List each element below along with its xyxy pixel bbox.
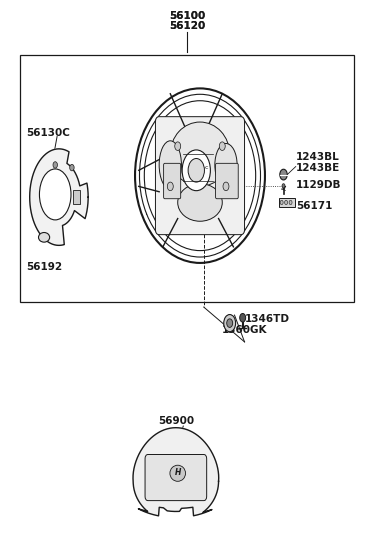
Circle shape [182, 150, 211, 191]
Text: 56171: 56171 [296, 201, 332, 211]
Circle shape [188, 158, 205, 182]
Circle shape [240, 314, 246, 322]
Text: 1129DB: 1129DB [296, 181, 341, 190]
FancyBboxPatch shape [73, 190, 80, 204]
Text: 1346TD: 1346TD [245, 314, 289, 324]
Text: 56120: 56120 [169, 21, 205, 31]
Circle shape [280, 201, 283, 205]
Circle shape [280, 169, 287, 180]
Circle shape [224, 315, 236, 331]
Text: 56100: 56100 [169, 11, 205, 22]
Circle shape [282, 184, 285, 188]
Ellipse shape [39, 169, 71, 220]
Ellipse shape [215, 143, 237, 186]
Circle shape [285, 201, 288, 205]
Text: 1243BL: 1243BL [296, 152, 340, 162]
Circle shape [219, 142, 225, 150]
Text: c: c [205, 165, 208, 170]
Polygon shape [30, 149, 88, 245]
Ellipse shape [159, 141, 181, 189]
Text: 56130C: 56130C [27, 128, 71, 138]
Circle shape [167, 182, 173, 191]
Bar [20, 55, 354, 302]
Text: 1243BE: 1243BE [296, 163, 340, 172]
Circle shape [175, 142, 181, 150]
Ellipse shape [170, 465, 186, 481]
Circle shape [53, 162, 58, 168]
FancyBboxPatch shape [145, 454, 207, 501]
Circle shape [70, 164, 74, 171]
FancyBboxPatch shape [279, 198, 295, 207]
FancyBboxPatch shape [156, 116, 245, 234]
FancyBboxPatch shape [215, 163, 238, 199]
Polygon shape [133, 427, 219, 516]
Ellipse shape [39, 232, 50, 242]
Circle shape [289, 201, 292, 205]
Text: 56100: 56100 [169, 11, 205, 22]
Text: H: H [175, 468, 181, 477]
Circle shape [223, 182, 229, 191]
Circle shape [227, 319, 233, 327]
Ellipse shape [144, 101, 256, 251]
Text: 56120: 56120 [169, 21, 205, 31]
Text: 56192: 56192 [27, 262, 63, 272]
Text: 56900: 56900 [158, 416, 194, 426]
Ellipse shape [135, 88, 265, 263]
FancyBboxPatch shape [163, 163, 181, 199]
Text: 1360GK: 1360GK [222, 325, 268, 335]
Ellipse shape [170, 122, 230, 186]
Ellipse shape [140, 94, 261, 257]
Text: 96720D: 96720D [144, 208, 185, 217]
Ellipse shape [178, 184, 222, 221]
